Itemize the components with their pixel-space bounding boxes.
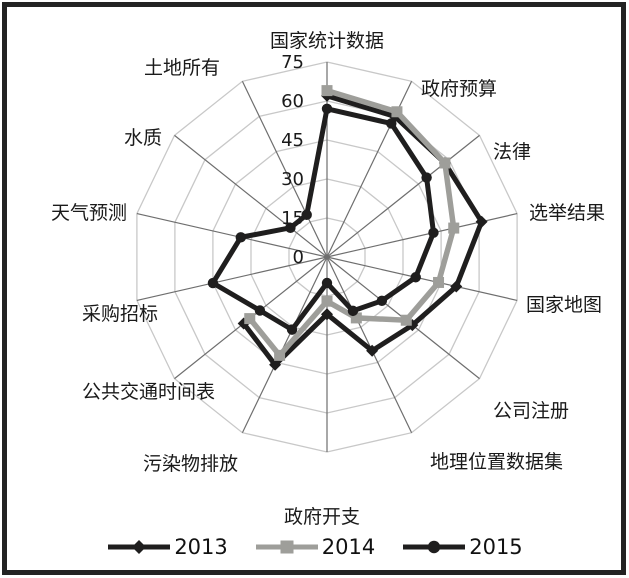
marker-square — [321, 295, 333, 307]
marker-square — [321, 85, 333, 97]
radial-tick-label-60: 60 — [281, 91, 304, 112]
radial-tick-label-30: 30 — [281, 169, 304, 190]
marker-circle — [428, 540, 441, 554]
marker-square — [350, 312, 362, 324]
axis-label-2: 法律 — [493, 141, 531, 163]
marker-circle — [386, 118, 397, 129]
marker-circle — [235, 232, 247, 243]
marker-diamond — [366, 344, 379, 357]
axis-label-13: 土地所有 — [144, 57, 220, 79]
grid-spoke-6 — [326, 256, 413, 433]
marker-square — [439, 157, 451, 169]
marker-circle — [428, 227, 439, 238]
marker-circle — [321, 277, 333, 289]
marker-diamond — [269, 358, 282, 371]
marker-circle — [286, 324, 298, 335]
marker-square — [433, 276, 445, 288]
marker-circle — [207, 277, 219, 289]
radial-tick-label-75: 75 — [281, 52, 304, 73]
legend-swatch-2015 — [403, 540, 466, 554]
marker-square — [274, 349, 286, 361]
axis-label-6: 地理位置数据集 — [430, 451, 563, 473]
grid-spoke-2 — [326, 134, 480, 258]
grid-spoke-11 — [136, 213, 328, 258]
axis-label-3: 选举结果 — [529, 202, 605, 224]
grid-spoke-8 — [241, 256, 328, 433]
axis-label-12: 水质 — [124, 127, 162, 149]
axis-label-4: 国家地图 — [526, 294, 602, 316]
marker-square — [280, 540, 294, 554]
grid-spoke-12 — [174, 134, 328, 258]
grid-spoke-13 — [241, 81, 328, 258]
legend-label-2013: 2013 — [174, 535, 228, 559]
axis-label-5: 公司注册 — [493, 400, 569, 422]
legend-label-2014: 2014 — [321, 535, 376, 559]
grid-spoke-10 — [136, 256, 328, 301]
series-2015 — [207, 103, 439, 335]
axis-label-10: 采购招标 — [82, 303, 158, 325]
legend-swatch-2013 — [108, 540, 171, 554]
grid-spokes — [136, 62, 518, 452]
grid-spoke-4 — [326, 256, 518, 301]
legend-item-2013: 2013 — [106, 535, 228, 559]
marker-circle — [301, 209, 312, 221]
marker-circle — [410, 272, 421, 283]
marker-circle — [254, 305, 266, 316]
radial-tick-label-45: 45 — [281, 130, 304, 151]
marker-circle — [421, 172, 432, 183]
axis-label-1: 政府预算 — [421, 78, 497, 100]
marker-square — [448, 222, 460, 234]
marker-square — [244, 313, 256, 325]
axis-label-8: 污染物排放 — [143, 453, 238, 475]
legend-item-2014: 2014 — [254, 535, 375, 559]
axis-label-0: 国家统计数据 — [270, 30, 384, 52]
legend-swatch-2014 — [255, 540, 318, 554]
marker-diamond — [450, 280, 463, 293]
legend-item-2015: 2015 — [401, 535, 523, 559]
marker-diamond — [475, 215, 488, 228]
legend-label-2015: 2015 — [469, 535, 523, 559]
series-line-2014 — [247, 87, 457, 360]
marker-circle — [376, 295, 388, 306]
series-2014 — [244, 85, 460, 361]
marker-diamond — [132, 540, 147, 554]
marker-square — [400, 314, 412, 326]
radial-tick-label-0: 0 — [293, 247, 304, 268]
marker-diamond — [321, 308, 333, 321]
marker-circle — [285, 222, 296, 234]
marker-circle — [321, 103, 333, 115]
grid-spoke-3 — [326, 213, 518, 258]
marker-square — [391, 106, 403, 118]
legend: 2013 2014 2015 — [0, 535, 629, 559]
axis-label-7: 政府开支 — [284, 506, 360, 528]
axis-label-9: 公共交通时间表 — [82, 381, 215, 403]
axis-label-11: 天气预测 — [51, 202, 127, 224]
marker-circle — [347, 305, 359, 317]
